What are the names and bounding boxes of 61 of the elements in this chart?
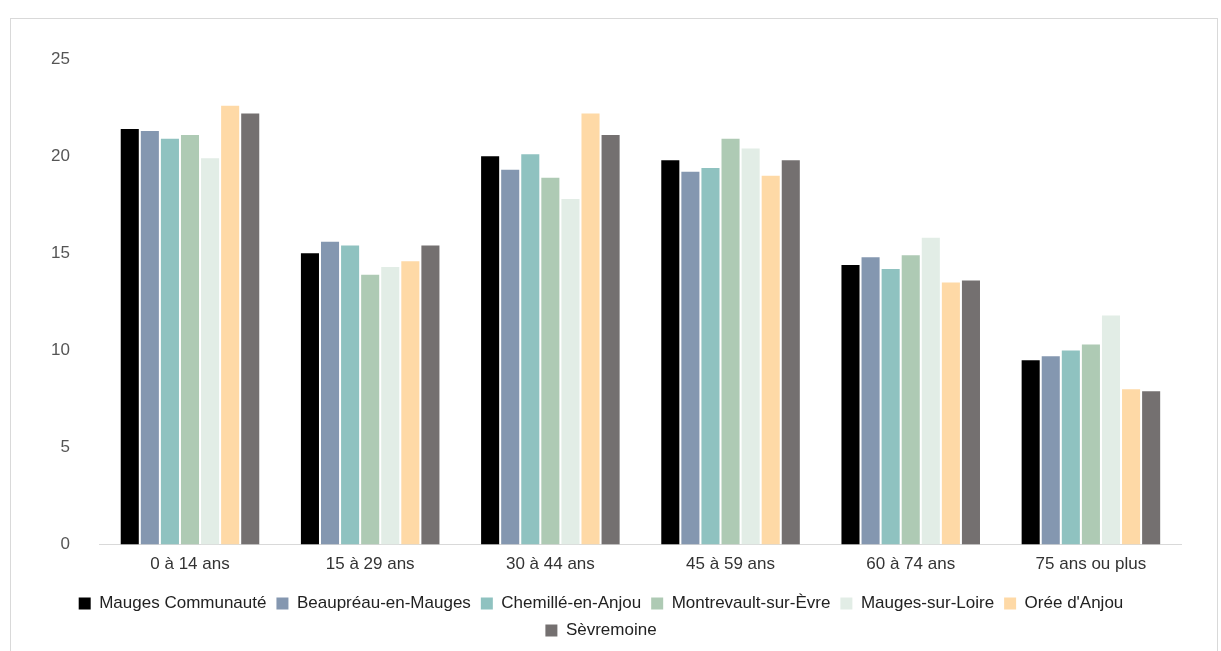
x-tick-label: 30 à 44 ans <box>505 554 595 574</box>
bar <box>1081 344 1100 545</box>
bar <box>941 282 960 545</box>
y-tick-label: 5 <box>60 437 70 457</box>
legend-label: Montrevault-sur-Èvre <box>671 593 831 613</box>
bar <box>701 167 720 545</box>
y-tick-label: 15 <box>50 243 70 263</box>
x-tick-label: 75 ans ou plus <box>1035 554 1147 574</box>
bar <box>921 237 940 545</box>
bar <box>120 129 139 545</box>
bar <box>561 199 580 545</box>
bar <box>1122 389 1141 545</box>
y-tick-label: 20 <box>50 145 70 165</box>
bar <box>661 160 680 545</box>
bar <box>1061 350 1080 545</box>
bar <box>901 255 920 545</box>
x-tick-label: 45 à 59 ans <box>686 554 775 574</box>
bar <box>961 280 980 545</box>
x-tick-label: 60 à 74 ans <box>866 554 956 574</box>
x-tick-label: 15 à 29 ans <box>325 554 415 574</box>
bar <box>761 175 780 545</box>
bar <box>221 105 240 545</box>
bar <box>721 138 740 545</box>
bar <box>201 158 220 545</box>
legend-label: Mauges Communauté <box>99 593 267 613</box>
y-tick-label: 25 <box>50 48 70 68</box>
legend-label: Orée d'Anjou <box>1024 593 1124 613</box>
bar <box>741 148 760 545</box>
bar <box>681 171 700 545</box>
y-tick-label: 10 <box>50 340 70 360</box>
x-tick-label: 0 à 14 ans <box>150 554 230 574</box>
bar <box>361 274 380 545</box>
bar <box>421 245 440 545</box>
bar <box>160 138 179 545</box>
legend-label: Mauges-sur-Loire <box>860 593 995 613</box>
bar <box>1101 315 1121 545</box>
bar <box>1021 360 1040 545</box>
bar <box>401 261 420 545</box>
bar <box>341 245 360 545</box>
bar <box>180 134 200 545</box>
bar <box>601 134 620 545</box>
bar <box>881 268 900 545</box>
bar <box>521 154 540 545</box>
bar <box>781 160 800 545</box>
bar <box>1142 391 1161 545</box>
legend-label: Beaupréau-en-Mauges <box>296 593 471 613</box>
bar <box>861 257 880 545</box>
bar <box>241 113 260 545</box>
bar <box>841 265 860 545</box>
bar <box>581 113 600 545</box>
bar <box>140 131 159 545</box>
bar <box>320 241 340 545</box>
legend-label: Sèvremoine <box>565 620 657 640</box>
bar <box>501 169 520 545</box>
bar <box>541 177 560 545</box>
bar <box>481 156 500 545</box>
bar <box>381 266 400 545</box>
legend-label: Chemillé-en-Anjou <box>501 593 642 613</box>
y-tick-label: 0 <box>60 534 70 554</box>
bar <box>300 253 319 545</box>
bar <box>1041 356 1060 545</box>
